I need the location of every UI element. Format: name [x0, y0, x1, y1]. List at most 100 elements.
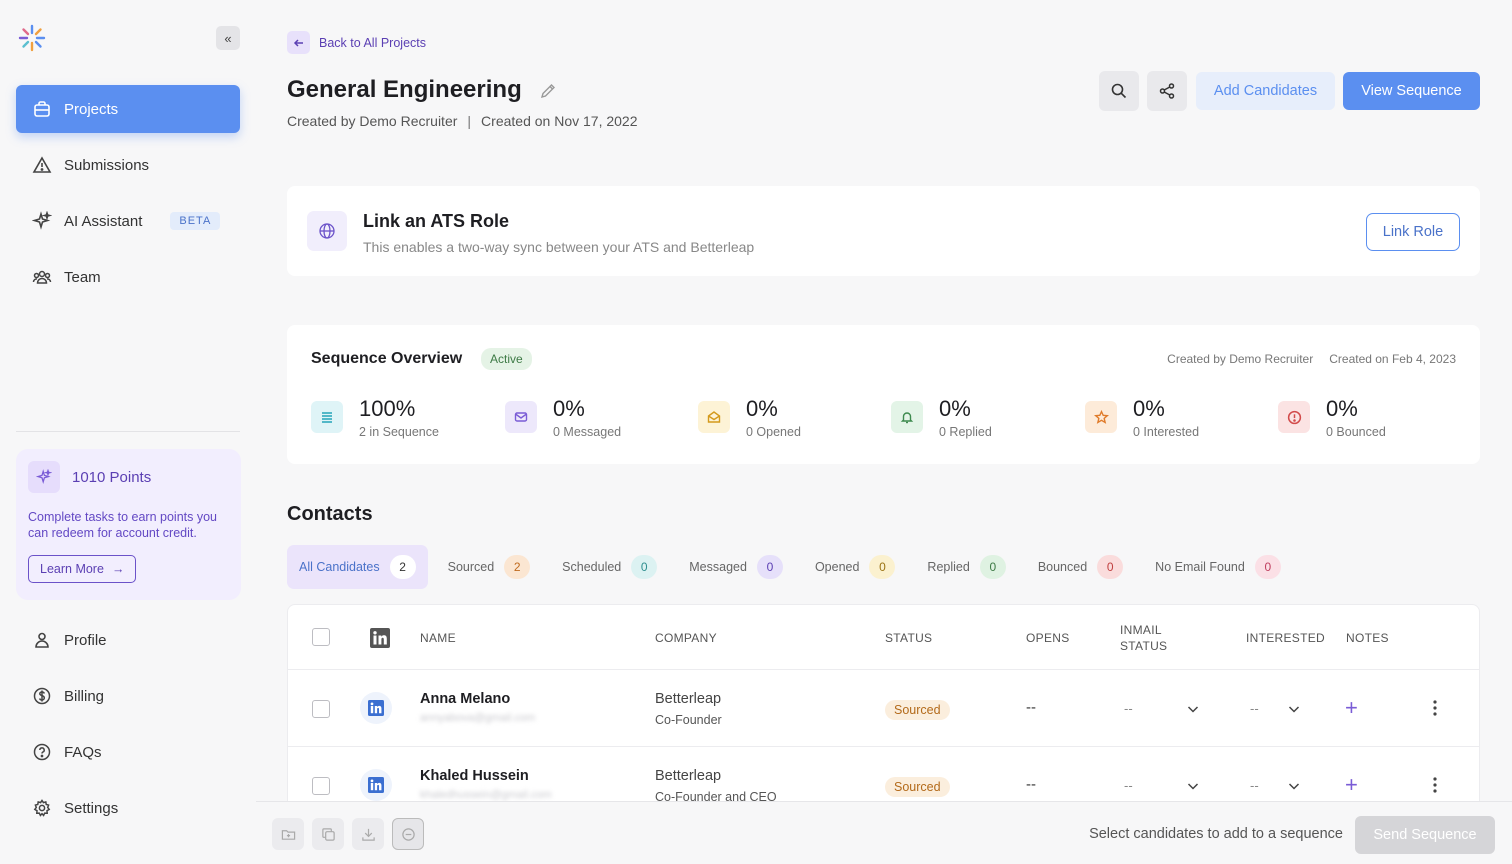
interested-value: --	[1250, 778, 1259, 793]
sidebar-item-faqs[interactable]: FAQs	[16, 728, 240, 776]
sequence-title: Sequence Overview	[311, 350, 463, 367]
points-title: 1010 Points	[72, 468, 152, 486]
bulk-hint: Select candidates to add to a sequence	[1089, 826, 1343, 842]
share-button[interactable]	[1147, 71, 1187, 111]
download-button[interactable]	[352, 818, 384, 850]
chevron-down-icon[interactable]	[1287, 702, 1301, 716]
chevron-down-icon[interactable]	[1287, 779, 1301, 793]
sidebar: « Projects Submissions AI Assistant BETA…	[0, 0, 256, 864]
col-opens[interactable]: OPENS	[1026, 631, 1070, 645]
link-role-button[interactable]: Link Role	[1366, 213, 1460, 251]
tab-count: 0	[756, 555, 783, 579]
table-row[interactable]: Khaled Hussein khaledhussein@gmail.com B…	[288, 747, 1479, 803]
chevron-down-icon[interactable]	[1186, 702, 1200, 716]
col-notes[interactable]: NOTES	[1346, 631, 1389, 645]
sidebar-divider	[16, 431, 240, 432]
view-sequence-button[interactable]: View Sequence	[1343, 72, 1480, 110]
sidebar-item-ai-assistant[interactable]: AI Assistant BETA	[16, 197, 240, 245]
status-badge: Sourced	[885, 700, 950, 720]
sidebar-item-projects[interactable]: Projects	[16, 85, 240, 133]
arrow-right-icon: →	[111, 562, 125, 576]
sidebar-item-team[interactable]: Team	[16, 253, 240, 301]
sidebar-item-label: Team	[64, 268, 101, 286]
folder-icon	[281, 829, 295, 840]
back-to-projects-link[interactable]: Back to All Projects	[287, 31, 426, 54]
stat-label: 0 Messaged	[553, 425, 622, 439]
send-sequence-button[interactable]: Send Sequence	[1355, 816, 1495, 854]
sequence-meta: Created by Demo Recruiter Created on Feb…	[1167, 352, 1456, 366]
tab-bounced[interactable]: Bounced 0	[1026, 545, 1135, 589]
mail-open-icon	[698, 401, 730, 433]
sidebar-nav-bottom: Profile Billing FAQs Settings	[16, 616, 240, 840]
col-interested[interactable]: INTERESTED	[1246, 631, 1326, 645]
chevron-down-icon[interactable]	[1186, 779, 1200, 793]
linkedin-icon[interactable]	[360, 769, 392, 801]
sidebar-nav-top: Projects Submissions AI Assistant BETA T…	[16, 85, 240, 309]
points-card: 1010 Points Complete tasks to earn point…	[16, 449, 241, 600]
pencil-icon[interactable]	[539, 82, 557, 100]
more-vertical-icon[interactable]	[1429, 775, 1441, 795]
alert-circle-icon	[1278, 401, 1310, 433]
add-note-button[interactable]: +	[1345, 772, 1358, 797]
page-title: General Engineering	[287, 76, 522, 103]
stat-messaged: 0% 0 Messaged	[505, 397, 621, 439]
contact-name[interactable]: Khaled Hussein	[420, 768, 529, 784]
tab-label: Messaged	[689, 560, 747, 574]
sequence-created-on: Created on Feb 4, 2023	[1329, 352, 1456, 366]
linkedin-icon[interactable]	[360, 692, 392, 724]
contact-email: annyabova@gmail.com	[420, 712, 536, 724]
user-icon	[35, 632, 49, 648]
move-to-folder-button[interactable]	[272, 818, 304, 850]
sidebar-item-profile[interactable]: Profile	[16, 616, 240, 664]
select-all-checkbox[interactable]	[312, 628, 330, 646]
sidebar-item-submissions[interactable]: Submissions	[16, 141, 240, 189]
sidebar-item-settings[interactable]: Settings	[16, 784, 240, 832]
list-icon	[311, 401, 343, 433]
row-checkbox[interactable]	[312, 700, 330, 718]
contact-title: Co-Founder	[655, 713, 722, 727]
col-name[interactable]: NAME	[420, 631, 456, 645]
more-vertical-icon[interactable]	[1429, 698, 1441, 718]
stat-label: 0 Bounced	[1326, 425, 1386, 439]
contacts-table: NAME COMPANY STATUS OPENS INMAIL STATUS …	[287, 604, 1480, 804]
collapse-sidebar-button[interactable]: «	[216, 26, 240, 50]
tab-all-candidates[interactable]: All Candidates 2	[287, 545, 428, 589]
col-company[interactable]: COMPANY	[655, 631, 717, 645]
project-meta: Created by Demo Recruiter | Created on N…	[287, 113, 638, 129]
learn-more-button[interactable]: Learn More →	[28, 555, 137, 583]
inmail-value: --	[1124, 701, 1133, 716]
tab-count: 0	[1097, 555, 1124, 579]
logo-icon[interactable]	[16, 22, 48, 54]
stat-percent: 0%	[1326, 396, 1358, 421]
tab-sourced[interactable]: Sourced 2	[436, 545, 543, 589]
opens-value: --	[1026, 776, 1036, 793]
tab-opened[interactable]: Opened 0	[803, 545, 907, 589]
tab-scheduled[interactable]: Scheduled 0	[550, 545, 669, 589]
tab-label: Opened	[814, 560, 860, 574]
tab-no-email-found[interactable]: No Email Found 0	[1143, 545, 1293, 589]
team-icon	[32, 270, 52, 284]
beta-badge: BETA	[170, 212, 221, 230]
inmail-value: --	[1124, 778, 1133, 793]
col-inmail-status[interactable]: INMAIL STATUS	[1120, 623, 1167, 653]
copy-icon	[321, 827, 335, 841]
add-candidates-button[interactable]: Add Candidates	[1196, 72, 1335, 110]
stat-in-sequence: 100% 2 in Sequence	[311, 397, 439, 439]
created-by: Created by Demo Recruiter	[287, 113, 458, 129]
contact-name[interactable]: Anna Melano	[420, 691, 511, 707]
ats-title: Link an ATS Role	[363, 211, 510, 231]
remove-button[interactable]	[392, 818, 424, 850]
row-checkbox[interactable]	[312, 777, 330, 795]
stat-percent: 100%	[359, 396, 416, 421]
stat-percent: 0%	[939, 396, 971, 421]
add-note-button[interactable]: +	[1345, 695, 1358, 720]
tab-replied[interactable]: Replied 0	[915, 545, 1017, 589]
tab-messaged[interactable]: Messaged 0	[677, 545, 795, 589]
col-status[interactable]: STATUS	[885, 631, 933, 645]
copy-button[interactable]	[312, 818, 344, 850]
search-button[interactable]	[1099, 71, 1139, 111]
download-icon	[361, 828, 375, 841]
sidebar-item-billing[interactable]: Billing	[16, 672, 240, 720]
tab-count: 0	[979, 555, 1006, 579]
table-row[interactable]: Anna Melano annyabova@gmail.com Betterle…	[288, 670, 1479, 747]
